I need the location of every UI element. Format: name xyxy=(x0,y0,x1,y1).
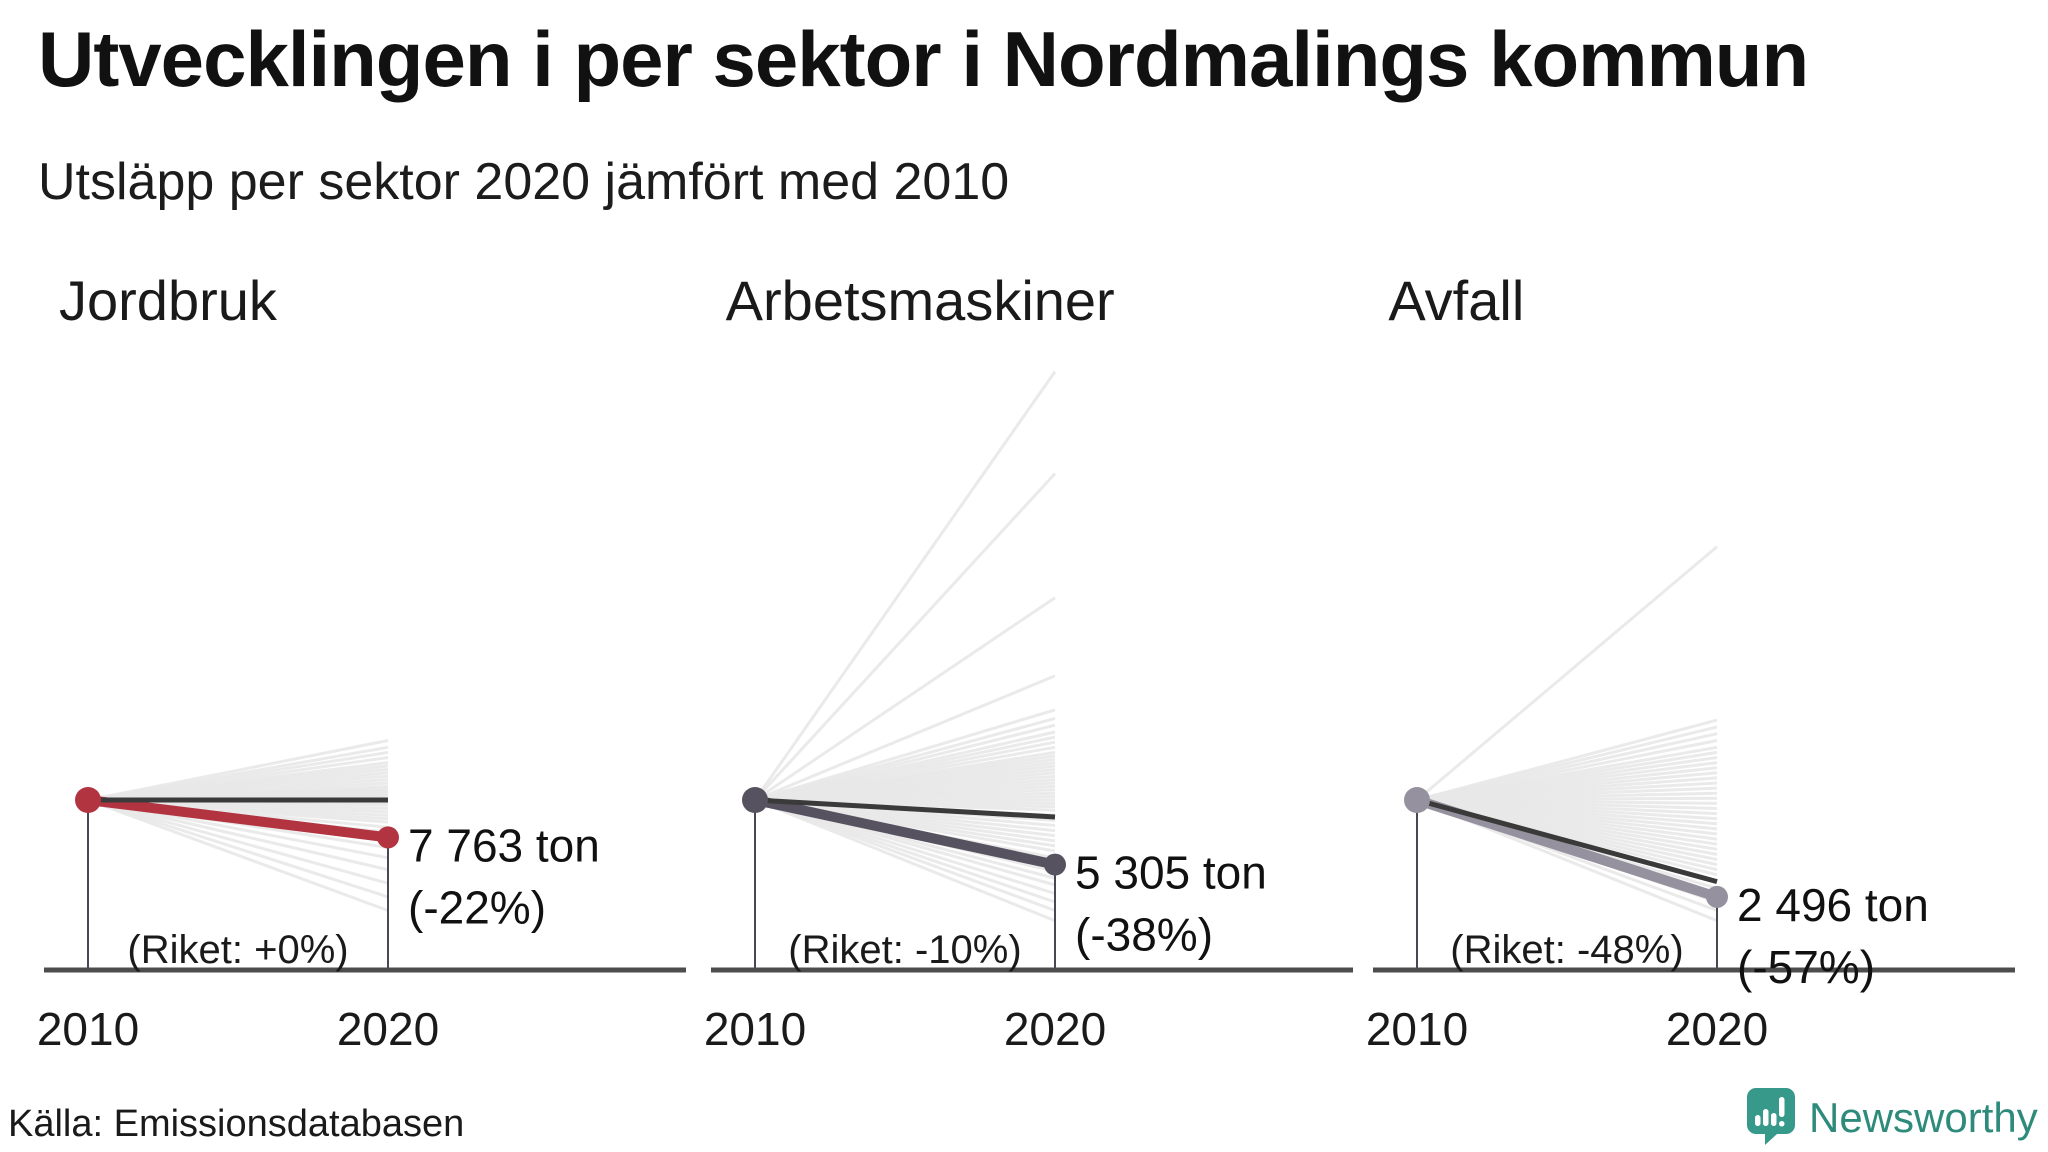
value-label: 5 305 ton xyxy=(1075,847,1267,899)
charts-row: Jordbruk 2010 2020 (Riket: +0%) 7 763 to… xyxy=(0,260,2048,1060)
chart-panel-avfall: Avfall 2010 2020 (Riket: -48%) 2 496 ton… xyxy=(1365,260,2048,1060)
section-title: Arbetsmaskiner xyxy=(725,269,1115,332)
slope-chart-arbetsmaskiner: 2010 2020 (Riket: -10%) 5 305 ton (-38%) xyxy=(704,370,1353,1055)
year-label-2010: 2010 xyxy=(37,1003,139,1055)
chart-panel-arbetsmaskiner: Arbetsmaskiner 2010 2020 (Riket: -10%) 5… xyxy=(683,260,1366,1060)
section-title: Jordbruk xyxy=(59,269,277,332)
year-label-2010: 2010 xyxy=(1366,1003,1468,1055)
change-label: (-38%) xyxy=(1075,909,1213,961)
chart-lines xyxy=(44,739,686,973)
year-label-2020: 2020 xyxy=(1004,1003,1106,1055)
newsworthy-wordmark: Newsworthy xyxy=(1809,1094,2038,1141)
riket-change-label: (Riket: +0%) xyxy=(127,928,348,972)
chart-panel-jordbruk: Jordbruk 2010 2020 (Riket: +0%) 7 763 to… xyxy=(0,260,686,1060)
slope-chart-jordbruk: 2010 2020 (Riket: +0%) 7 763 ton (-22%) xyxy=(37,739,686,1055)
chart-lines xyxy=(1373,545,2016,973)
value-label: 7 763 ton xyxy=(408,819,600,871)
year-label-2020: 2020 xyxy=(337,1003,439,1055)
change-label: (-22%) xyxy=(408,881,546,933)
riket-change-label: (Riket: -10%) xyxy=(788,928,1021,972)
newsworthy-logo: Newsworthy xyxy=(1746,1087,2038,1150)
newsworthy-bubble-chart-icon xyxy=(1746,1087,1796,1150)
chart-lines xyxy=(710,370,1353,973)
change-label: (-57%) xyxy=(1737,941,1875,993)
year-label-2020: 2020 xyxy=(1666,1003,1768,1055)
page-title: Utvecklingen i per sektor i Nordmalings … xyxy=(38,15,1809,103)
source-attribution: Källa: Emissionsdatabasen xyxy=(8,1103,465,1145)
section-title: Avfall xyxy=(1388,269,1525,332)
value-label: 2 496 ton xyxy=(1737,879,1929,931)
slope-chart-avfall: 2010 2020 (Riket: -48%) 2 496 ton (-57%) xyxy=(1366,545,2016,1055)
year-label-2010: 2010 xyxy=(704,1003,806,1055)
page-subtitle: Utsläpp per sektor 2020 jämfört med 2010 xyxy=(38,153,1010,211)
riket-change-label: (Riket: -48%) xyxy=(1451,928,1684,972)
